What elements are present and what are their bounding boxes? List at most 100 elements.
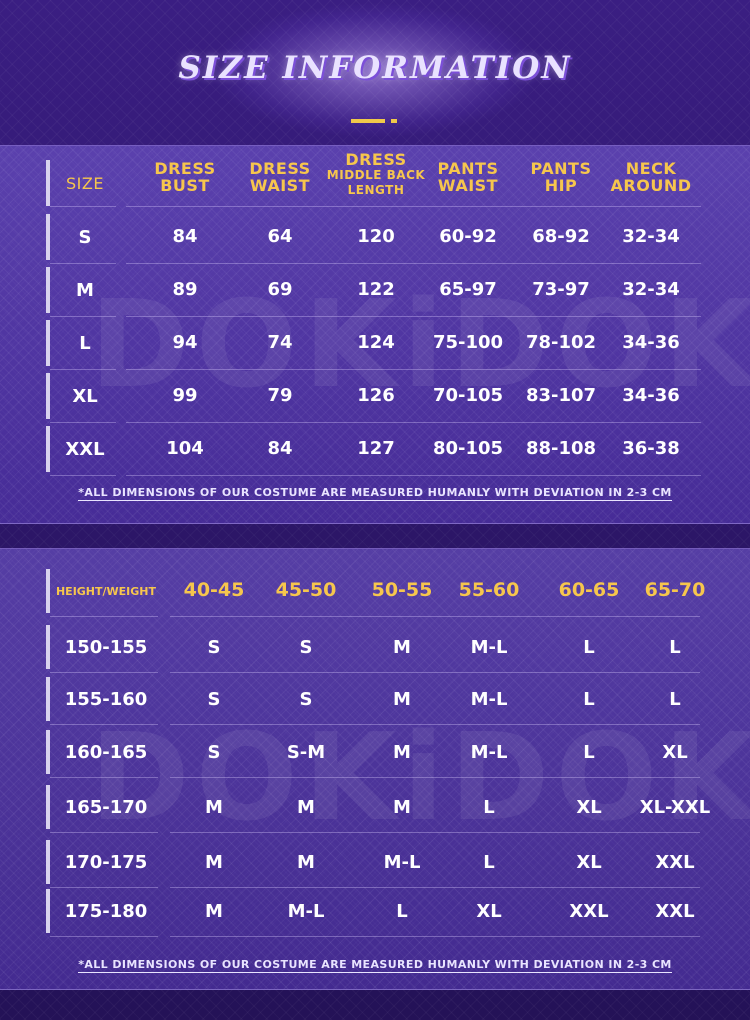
- size-column-header-line: HIP: [544, 176, 578, 195]
- height-row-label: 150-155: [46, 625, 162, 669]
- size-table-cell: 75-100: [432, 332, 504, 353]
- hw-table-cell: L: [583, 742, 595, 763]
- row-divider: [50, 475, 116, 476]
- size-row-label: M: [46, 267, 120, 313]
- size-row-label: XXL: [46, 426, 120, 472]
- hw-table-cell: M-L: [470, 742, 508, 763]
- size-row-label: XL: [46, 373, 120, 419]
- size-table-cell: 78-102: [525, 332, 597, 353]
- size-table-cell: 32-34: [622, 279, 680, 300]
- height-weight-panel: DOKiDOKi HEIGHT/WEIGHT 40-45 45-50 50-55 55…: [0, 548, 750, 990]
- weight-header: 50-55: [371, 579, 433, 601]
- size-table-cell: 94: [172, 332, 198, 353]
- weight-header: 60-65: [558, 579, 620, 601]
- row-divider: [50, 887, 158, 888]
- height-label: 175-180: [64, 900, 148, 922]
- hw-table-cell: XL: [576, 797, 602, 818]
- size-label: L: [79, 332, 91, 354]
- hw-table-cell: L: [396, 901, 408, 922]
- hw-table-cell: M: [205, 797, 223, 818]
- height-label: 160-165: [64, 741, 148, 763]
- hw-table-cell: M-L: [470, 637, 508, 658]
- row-divider: [126, 263, 701, 264]
- hw-table-cell: S: [299, 689, 313, 710]
- page-title: SIZE INFORMATION: [178, 50, 572, 86]
- height-row-label: 165-170: [46, 785, 162, 829]
- hw-table-cell: M-L: [287, 901, 325, 922]
- size-table-cell: 34-36: [622, 385, 680, 406]
- size-column-header: DRESS BUST: [125, 160, 245, 194]
- size-table-cell: 122: [357, 279, 395, 300]
- row-divider: [126, 475, 701, 476]
- row-divider: [50, 316, 116, 317]
- hw-table-cell: M: [297, 852, 315, 873]
- size-column-header: PANTS WAIST: [408, 160, 528, 194]
- height-row-label: 155-160: [46, 677, 162, 721]
- size-column-header: PANTS HIP: [501, 160, 621, 194]
- height-row-label: 170-175: [46, 840, 162, 884]
- size-table-cell: 120: [357, 226, 395, 247]
- size-header-cell: SIZE: [46, 160, 120, 206]
- row-divider: [50, 672, 158, 673]
- watermark-2: DOKiDOKi: [90, 709, 750, 848]
- size-column-header-line: AROUND: [610, 176, 692, 195]
- hw-table-cell: XL: [476, 901, 502, 922]
- row-divider: [50, 724, 158, 725]
- hw-table-cell: S: [207, 742, 221, 763]
- size-column-header: DRESS WAIST: [220, 160, 340, 194]
- size-column-header-line: BUST: [160, 176, 210, 195]
- size-table-cell: 60-92: [439, 226, 497, 247]
- hw-table-cell: M: [297, 797, 315, 818]
- size-label: XL: [72, 385, 98, 407]
- weight-header: 40-45: [183, 579, 245, 601]
- size-column-header-line: NECK: [625, 159, 677, 178]
- row-divider: [126, 369, 701, 370]
- height-row-label: 175-180: [46, 889, 162, 933]
- hw-table-cell: XL: [662, 742, 688, 763]
- header-divider: [126, 206, 701, 207]
- size-table-cell: 64: [267, 226, 293, 247]
- row-divider: [50, 832, 158, 833]
- size-row-label: L: [46, 320, 120, 366]
- size-table-cell: 80-105: [432, 438, 504, 459]
- row-divider: [170, 936, 700, 937]
- hw-table-cell: M: [205, 852, 223, 873]
- hw-table-cell: S: [207, 689, 221, 710]
- header-divider: [170, 616, 700, 617]
- hw-table-cell: M: [205, 901, 223, 922]
- hw-table-cell: M: [393, 637, 411, 658]
- hw-table-cell: XXL: [655, 901, 695, 922]
- size-label: M: [76, 279, 94, 301]
- size-row-label: S: [46, 214, 120, 260]
- size-column-header-line: DRESS: [345, 150, 407, 169]
- row-divider: [170, 672, 700, 673]
- size-table-cell: 70-105: [432, 385, 504, 406]
- size-column-header-line: MIDDLE BACK: [326, 168, 426, 182]
- size-table-cell: 36-38: [622, 438, 680, 459]
- size-label: S: [78, 226, 92, 248]
- size-table-cell: 99: [172, 385, 198, 406]
- hw-table-cell: L: [483, 797, 495, 818]
- row-divider: [170, 832, 700, 833]
- height-row-label: 160-165: [46, 730, 162, 774]
- height-label: 150-155: [64, 636, 148, 658]
- size-column-header-line: DRESS: [249, 159, 311, 178]
- hw-table-cell: M: [393, 742, 411, 763]
- height-label: 155-160: [64, 688, 148, 710]
- hw-table-cell: S: [299, 637, 313, 658]
- size-table-cell: 65-97: [439, 279, 497, 300]
- hw-table-cell: XL: [576, 852, 602, 873]
- size-column-header: DRESS MIDDLE BACK LENGTH: [316, 151, 436, 198]
- hw-table-cell: S-M: [286, 742, 326, 763]
- hw-table-cell: M: [393, 797, 411, 818]
- hw-table-cell: L: [583, 689, 595, 710]
- hw-table-cell: L: [483, 852, 495, 873]
- hw-table-cell: S: [207, 637, 221, 658]
- hw-table-cell: M-L: [383, 852, 421, 873]
- height-label: 170-175: [64, 851, 148, 873]
- row-divider: [126, 422, 701, 423]
- size-column-header-line: PANTS: [530, 159, 592, 178]
- row-divider: [50, 263, 116, 264]
- height-label: 165-170: [64, 796, 148, 818]
- size-column-header-line: LENGTH: [347, 183, 405, 197]
